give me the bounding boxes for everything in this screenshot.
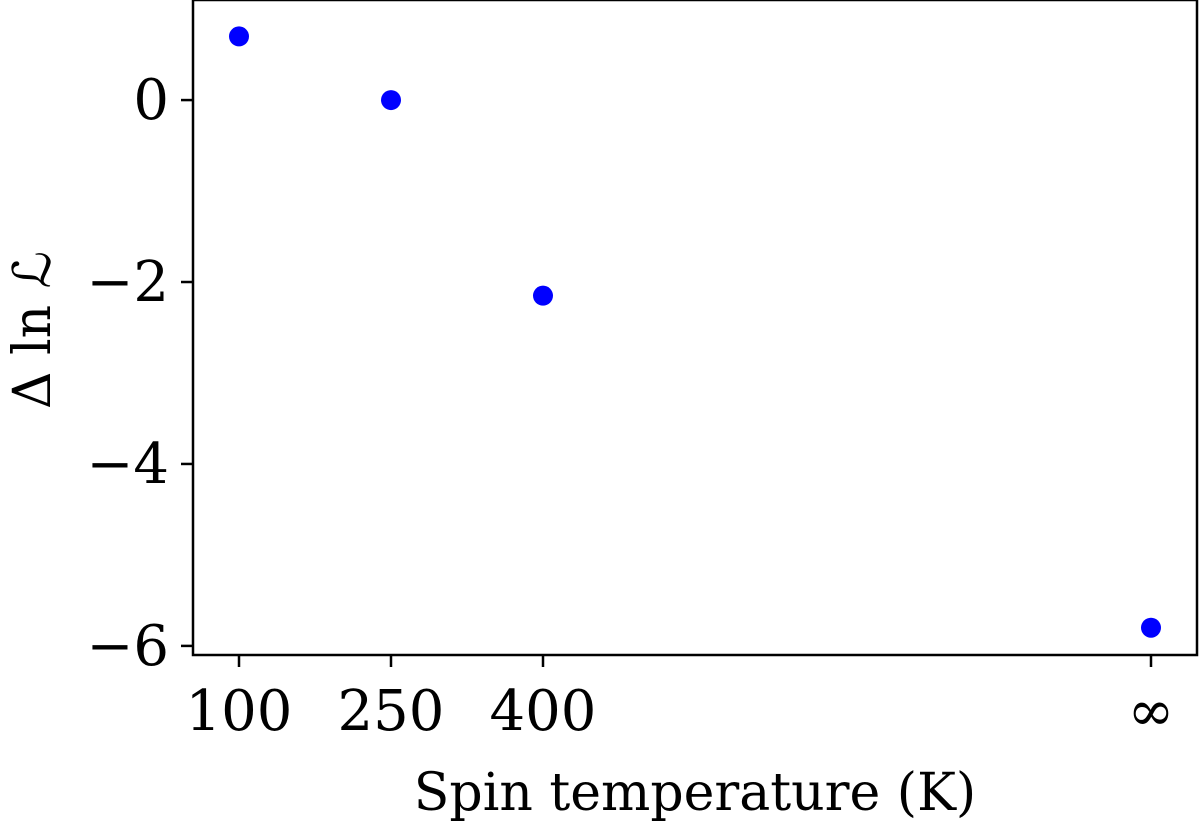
data-point [533, 285, 553, 306]
data-point [381, 90, 401, 111]
x-tick-label: 400 [490, 679, 597, 744]
data-points [229, 26, 1161, 638]
x-tick-label: ∞ [1128, 679, 1175, 744]
data-point [229, 26, 249, 47]
y-tick-label: 0 [133, 68, 169, 133]
x-tick-label: 100 [186, 679, 293, 744]
plot-area-frame [191, 0, 1199, 657]
y-axis-label: Δ ln ℒ [3, 251, 63, 409]
x-axis: 100 250 400 ∞ [186, 655, 1175, 744]
y-tick-label: −4 [86, 432, 169, 497]
y-tick-label: −2 [86, 250, 169, 315]
x-axis-label: Spin temperature (K) [414, 763, 976, 823]
y-tick-label: −6 [86, 614, 169, 679]
y-axis: 0 −2 −4 −6 [86, 68, 193, 679]
x-tick-label: 250 [338, 679, 445, 744]
data-point [1141, 617, 1161, 638]
